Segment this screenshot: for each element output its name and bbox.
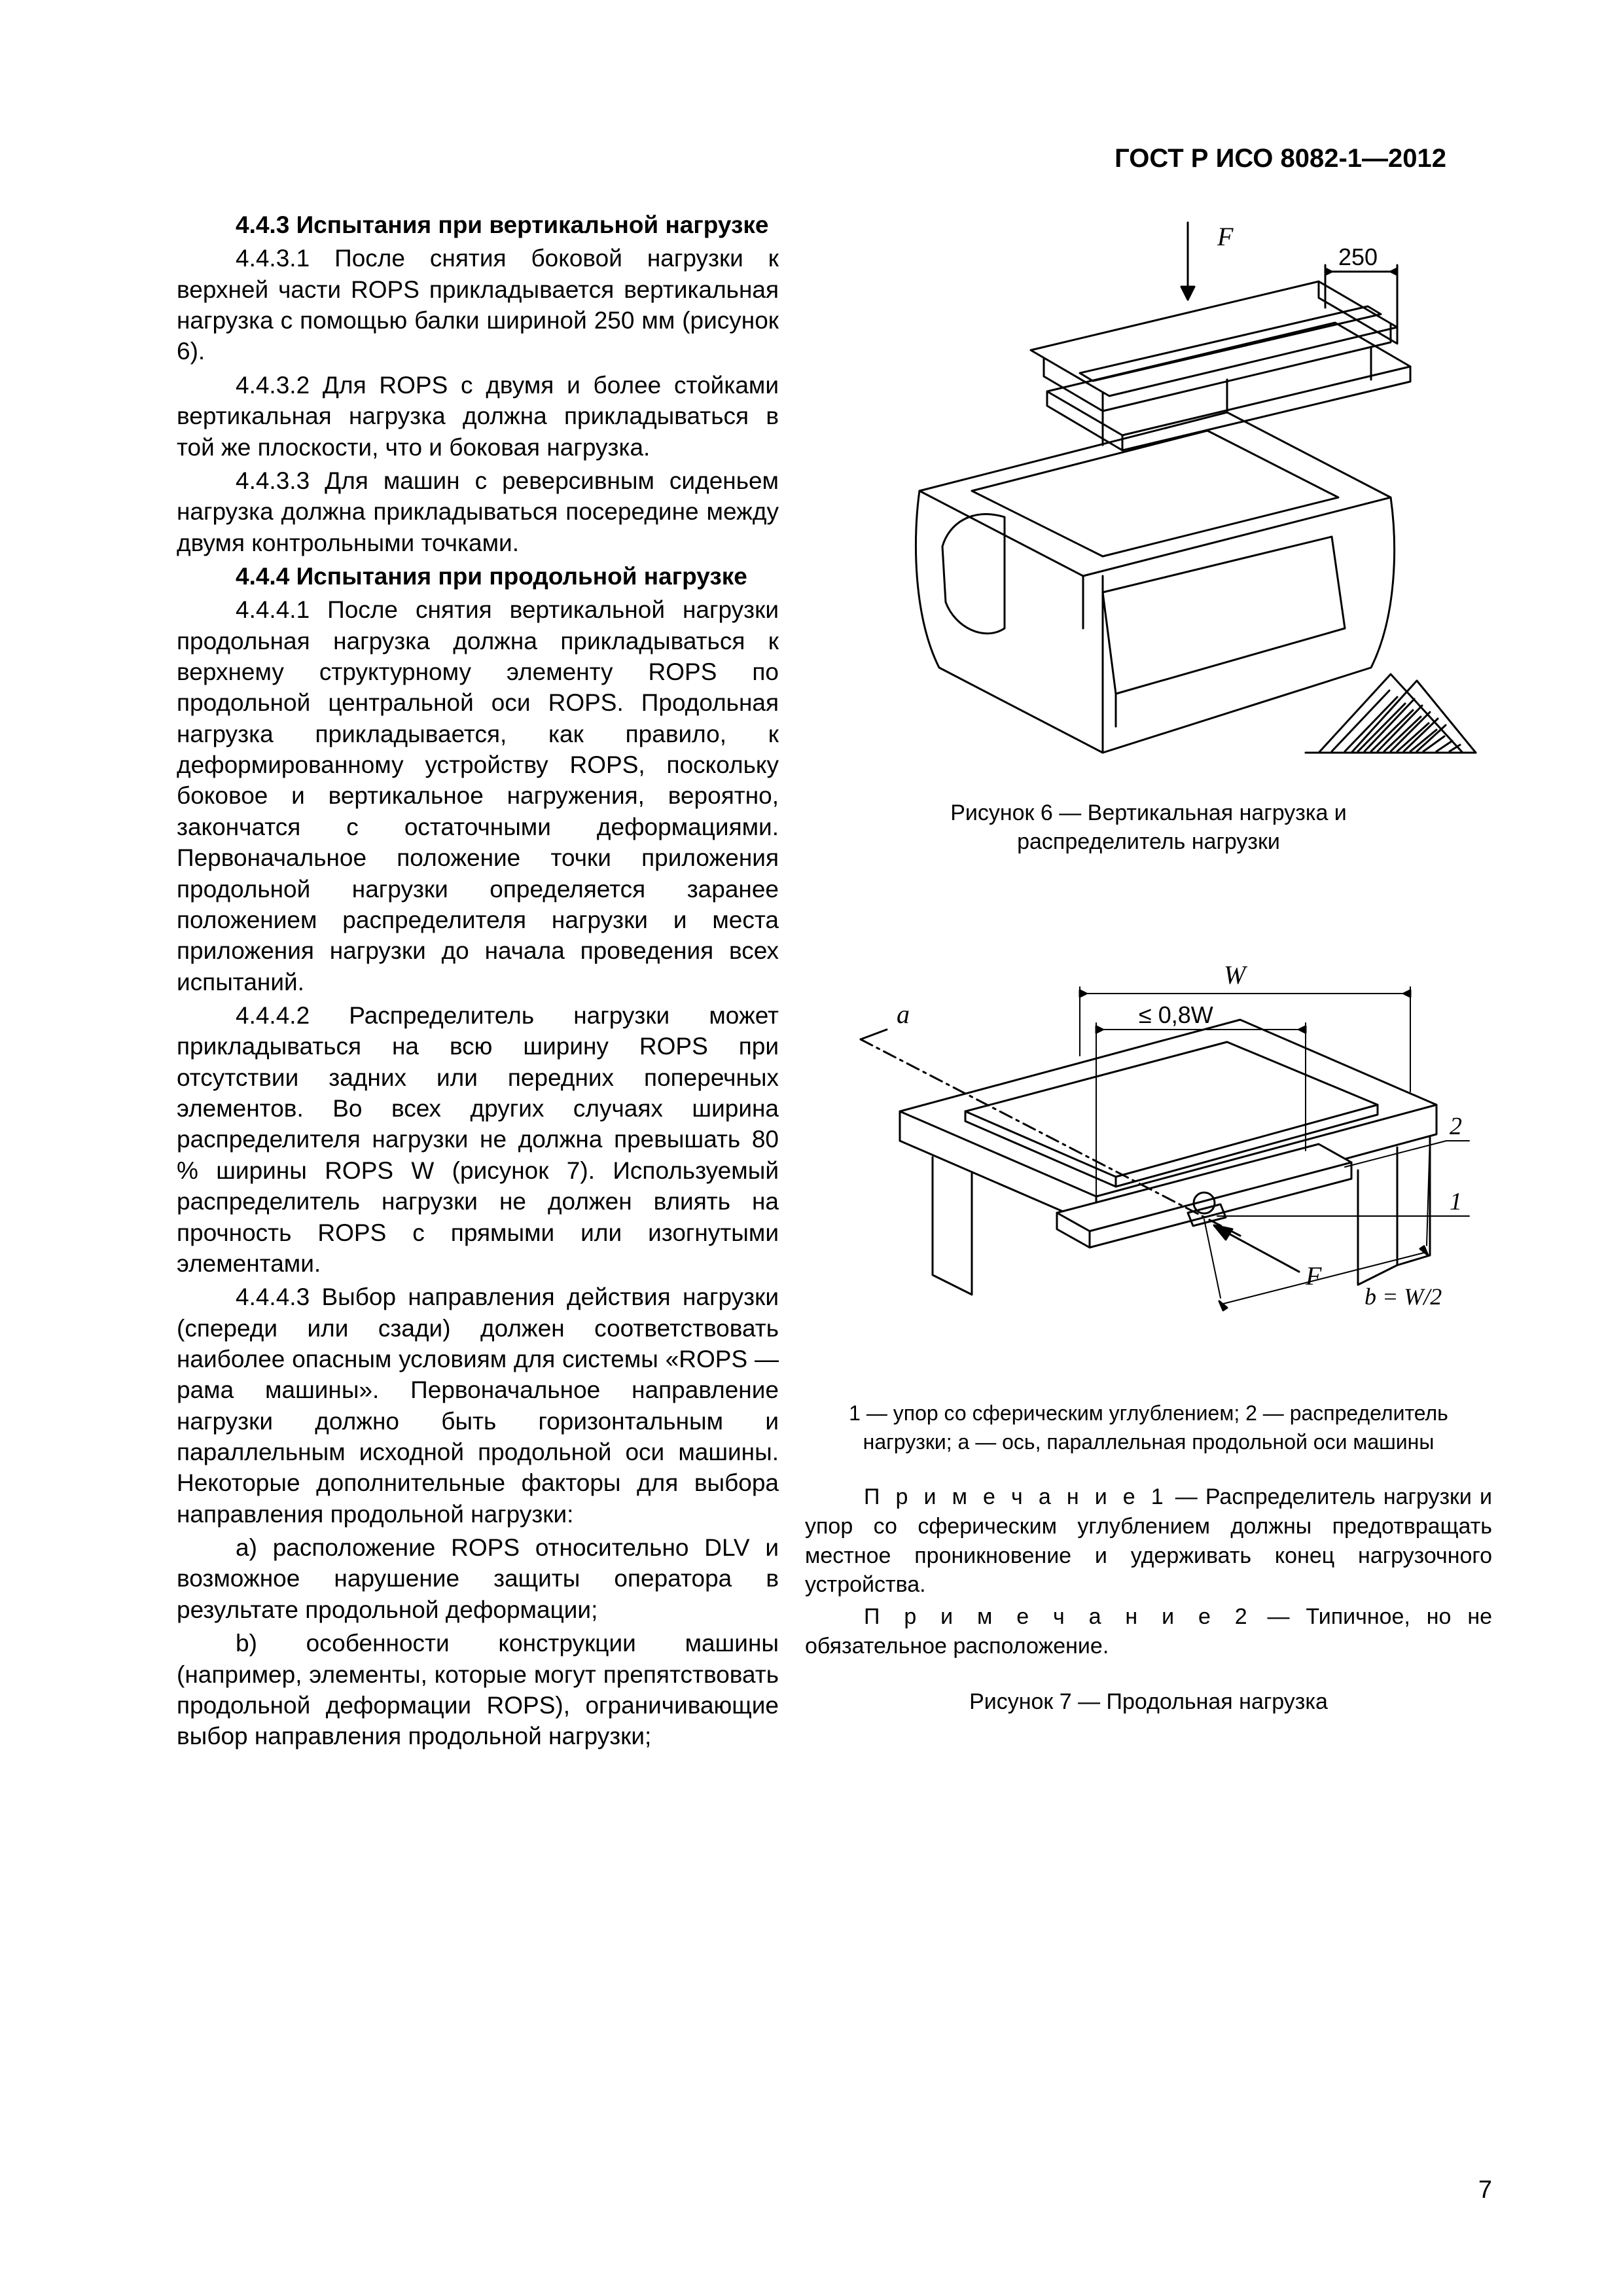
page-number: 7 <box>1478 2176 1492 2204</box>
right-column: F 250 <box>805 209 1492 1768</box>
fig7-label-08w: ≤ 0,8W <box>1139 1001 1213 1028</box>
sec-444-title: 4.4.4 Испытания при продольной нагрузке <box>236 563 747 590</box>
p-4432: 4.4.3.2 Для ROPS с двумя и более стойкам… <box>177 370 779 463</box>
left-column: 4.4.3 Испытания при вертикальной нагрузк… <box>177 209 779 1768</box>
fig7-label-2: 2 <box>1450 1113 1462 1140</box>
figure-7-legend: 1 — упор со сферическим углублением; 2 —… <box>815 1399 1482 1456</box>
note2-label: П р и м е ч а н и е 2 <box>864 1604 1251 1629</box>
p-4441: 4.4.4.1 После снятия вертикальной нагруз… <box>177 594 779 997</box>
fig6-dim-250: 250 <box>1338 243 1378 270</box>
fig7-legend-text: 1 — упор со сферическим углублением; 2 —… <box>849 1401 1448 1453</box>
figure-6: F 250 <box>805 209 1492 779</box>
figure-7-notes: П р и м е ч а н и е 1 — Распределитель н… <box>805 1482 1492 1661</box>
fig7-label-a: a <box>897 999 910 1029</box>
p-4442: 4.4.4.2 Распределитель нагрузки может пр… <box>177 1000 779 1279</box>
p-4431: 4.4.3.1 После снятия боковой нагрузки к … <box>177 243 779 367</box>
p-b: b) особенности конструкции машины (напри… <box>177 1628 779 1751</box>
figure-6-caption: Рисунок 6 — Вертикальная нагрузка и расп… <box>867 798 1430 856</box>
fig7-label-w: W <box>1224 960 1248 990</box>
doc-code: ГОСТ Р ИСО 8082-1—2012 <box>1115 144 1446 173</box>
p-4443: 4.4.4.3 Выбор направления действия нагру… <box>177 1282 779 1530</box>
fig7-label-b: b = W/2 <box>1364 1283 1442 1310</box>
fig7-label-f: F <box>1305 1261 1322 1291</box>
p-4433: 4.4.3.3 Для машин с реверсивным сиденьем… <box>177 465 779 558</box>
fig6-label-f: F <box>1217 222 1234 251</box>
fig7-label-1: 1 <box>1450 1188 1462 1215</box>
figure-7: a W ≤ <box>805 908 1492 1380</box>
figure-7-caption: Рисунок 7 — Продольная нагрузка <box>867 1687 1430 1716</box>
sec-443-title: 4.4.3 Испытания при вертикальной нагрузк… <box>236 211 769 238</box>
p-a: a) расположение ROPS относительно DLV и … <box>177 1532 779 1625</box>
note1-label: П р и м е ч а н и е 1 <box>864 1484 1168 1509</box>
